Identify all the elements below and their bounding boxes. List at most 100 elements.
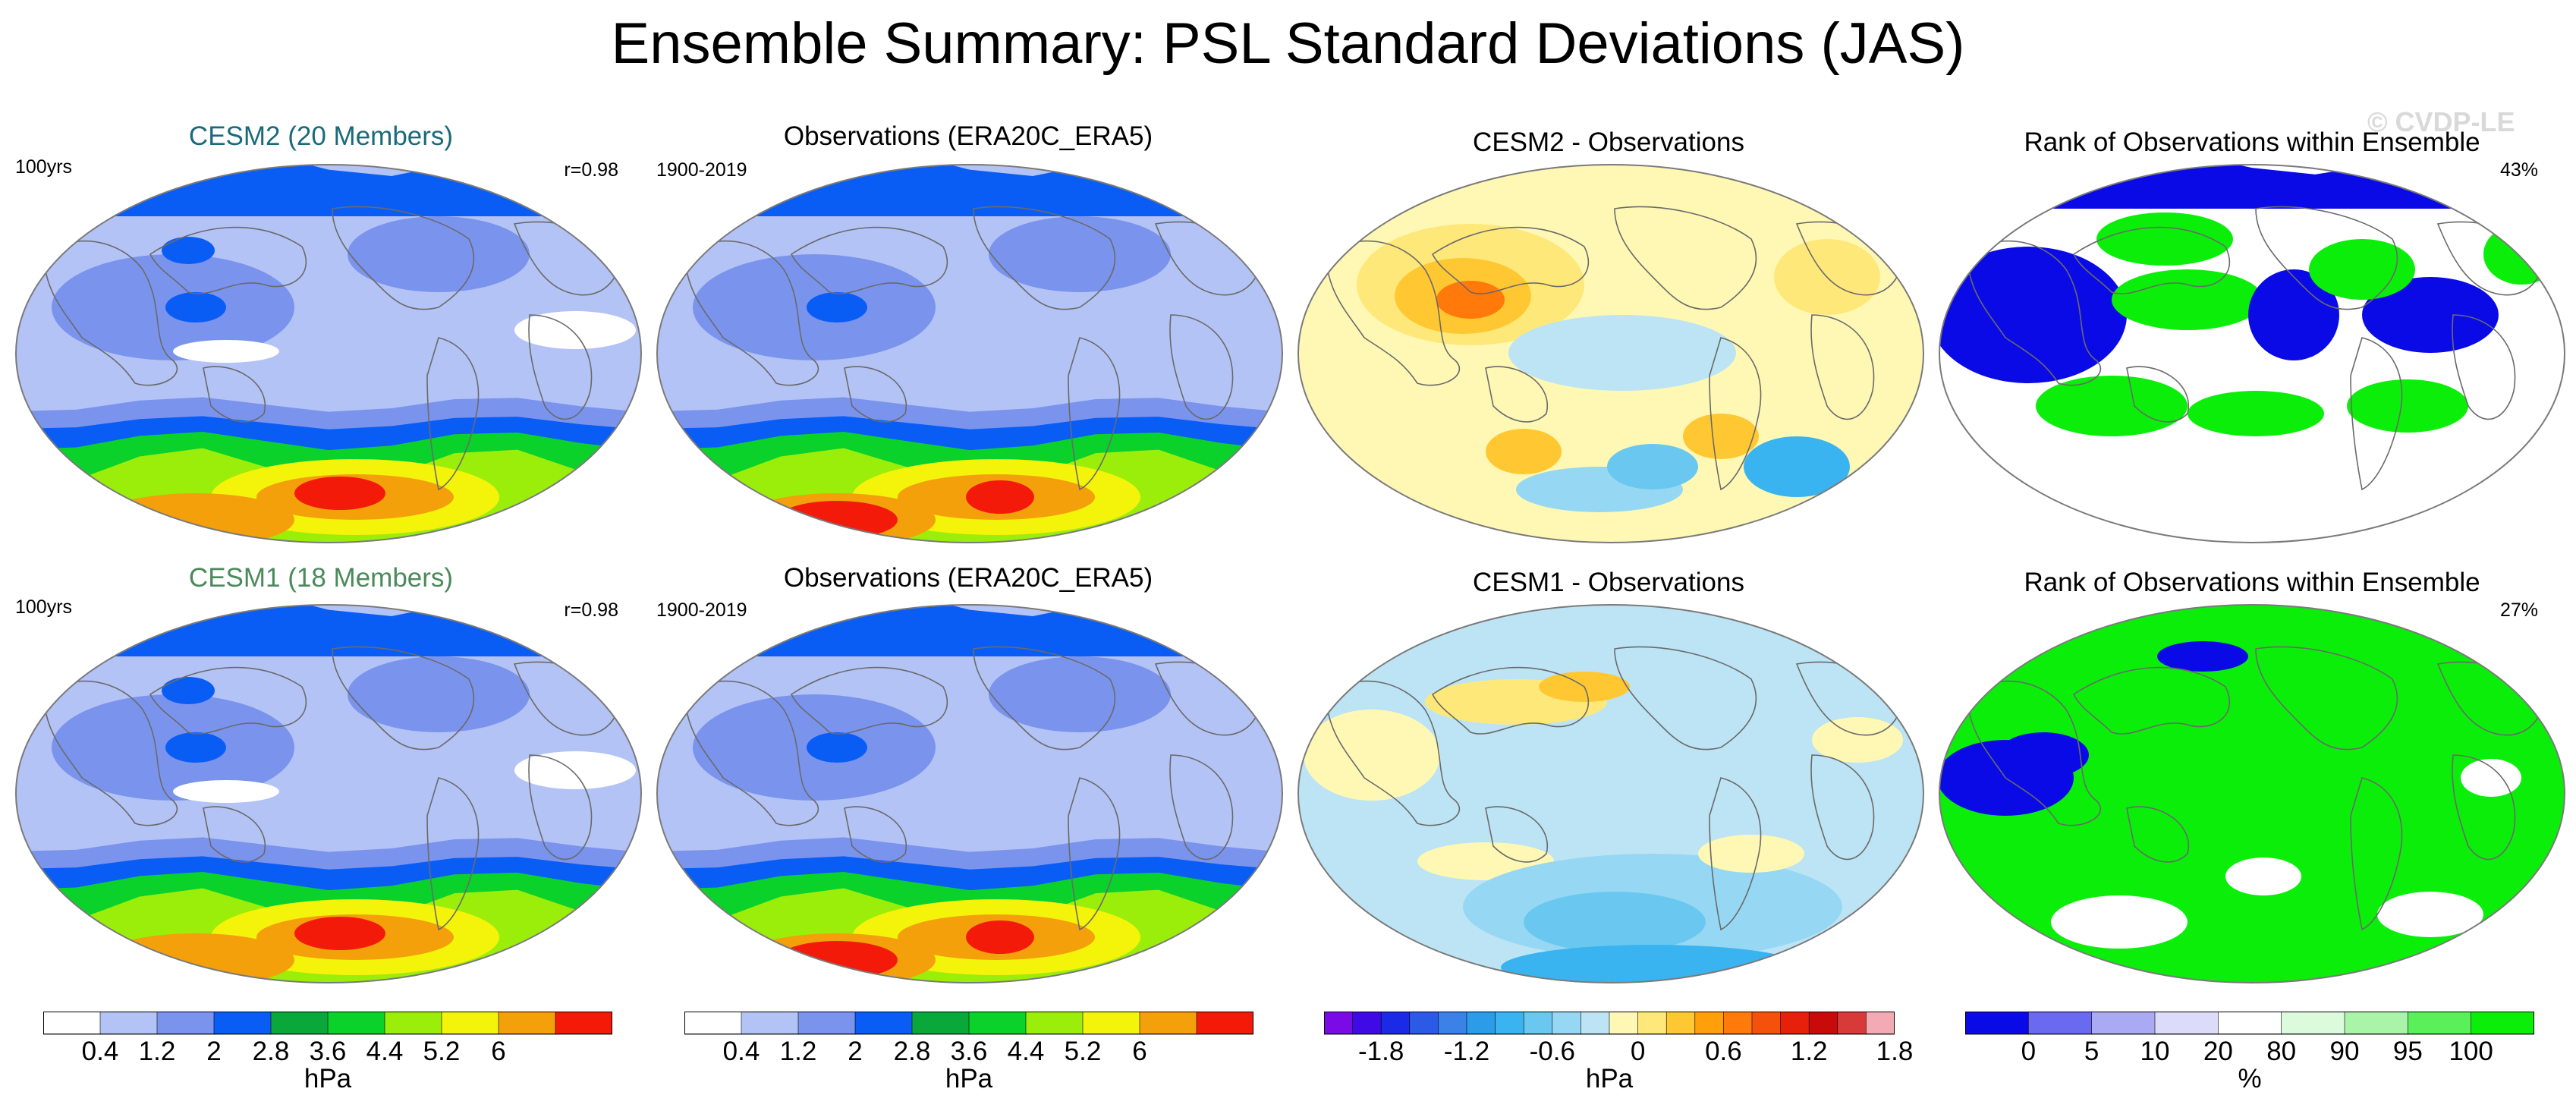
colorbar-swatch [1025,1012,1084,1035]
colorbar-swatch [911,1012,970,1035]
aleutian-max [807,292,867,323]
colorbar-swatch [1438,1012,1467,1035]
colorbar-swatch [1837,1012,1867,1035]
colorbar-swatch [498,1012,556,1035]
coastline [1614,206,1757,310]
rank-low-region [2248,269,2339,360]
tropical-min [514,311,636,349]
southern-ocean-max [776,941,898,979]
coastline [790,666,948,735]
map-border [656,604,1283,983]
colorbar-swatch [1523,1012,1553,1035]
colorbar-swatch [1723,1012,1753,1035]
colorbar-swatch [854,1012,913,1035]
colorbar-swatch [1694,1012,1725,1035]
panel-right-annotation: r=0.98 [564,599,618,621]
coastline [2126,366,2190,423]
north-atlantic-region [348,216,530,292]
map-cesm2-minus-obs [1297,164,1924,543]
colorbar-psl [684,1012,1253,1035]
arctic-band [657,605,1282,656]
colorbar-border [1965,1012,2534,1034]
north-atlantic-region [989,216,1171,292]
colorbar-tick-label: 0.6 [1705,1037,1742,1066]
coastline [426,777,480,931]
colorbar-swatch [384,1012,442,1035]
positive-region [1683,414,1759,459]
rank-mid-region [2377,892,2483,937]
coastline [790,226,948,294]
colorbar-tick-label: 4.4 [366,1037,404,1066]
southern-ocean-max [966,480,1034,514]
rank-mid-region [2461,759,2521,797]
coastline [1326,680,1461,826]
coastline [1431,226,1590,294]
north-pacific-max [162,237,215,264]
colorbar-swatch [270,1012,329,1035]
colorbar-swatch [1581,1012,1610,1035]
coastline [528,314,593,420]
rank-high-region [2096,212,2233,266]
colorbar-tick-label: 2.8 [252,1037,290,1066]
negative-region [1508,315,1736,391]
panel-title: CESM2 (20 Members) [188,121,454,151]
rank-high-region [2347,379,2468,433]
negative-region [1607,444,1698,489]
panel-title: CESM1 - Observations [1473,568,1744,597]
rank-low-region [2362,277,2499,353]
colorbar-swatch [1082,1012,1140,1035]
colorbar-unit-label: % [2238,1064,2262,1094]
rank-low-region [1998,732,2089,778]
coastline [973,646,1116,751]
panel-title: CESM1 (18 Members) [188,563,454,593]
colorbar-tick-label: 1.2 [779,1037,817,1066]
coastline [203,806,266,863]
southern-ocean-max [294,917,385,950]
rank-mid-region [2225,858,2301,895]
colorbar-tick-label: 3.6 [950,1037,988,1066]
coastline [2255,646,2398,751]
map-border [1297,604,1924,983]
map-cesm2-psl [15,164,642,543]
colorbar-swatch [156,1012,215,1035]
colorbar-swatch [1139,1012,1197,1035]
coastline [1169,314,1234,420]
positive-region [1486,429,1562,474]
colorbar-swatch [2218,1012,2282,1035]
colorbar-swatch [1866,1012,1895,1035]
colorbar-tick-label: 1.8 [1876,1037,1914,1066]
colorbar-swatch [1751,1012,1782,1035]
colorbar-border [43,1012,612,1034]
colorbar-tick-label: 100 [2449,1037,2493,1066]
tropical-min [173,780,279,803]
colorbar-swatch [2091,1012,2156,1035]
coastline [43,240,178,386]
rank-low-region [1939,247,2127,383]
colorbar-tick-label: 4.4 [1007,1037,1045,1066]
coastline [684,240,819,386]
colorbar-tick-label: 0.4 [722,1037,760,1066]
rank-high-region [2036,376,2188,436]
colorbar-psl [43,1012,612,1035]
colorbar-unit-label: hPa [304,1064,352,1094]
colorbar-swatch [684,1012,742,1035]
coastline [1068,337,1121,491]
rank-mid-region [2051,895,2188,949]
colorbar-tick-label: 5.2 [423,1037,461,1066]
colorbar-unit-label: hPa [1585,1064,1634,1094]
colorbar-swatch [1637,1012,1668,1035]
colorbar-swatch [741,1012,799,1035]
colorbar-tick-label: 2 [206,1037,222,1066]
tropical-min [514,751,636,789]
coastline [1810,754,1875,861]
panel-title: Rank of Observations within Ensemble [2024,568,2480,597]
colorbar-rank [1965,1012,2534,1035]
coastline [332,646,475,751]
coastline [1810,314,1875,420]
colorbar-tick-label: 5 [2084,1037,2099,1066]
colorbar-swatch [1808,1012,1838,1035]
coastline [1068,777,1121,931]
negative-region [1524,892,1706,952]
map-border [1297,164,1924,543]
map-rank-cesm2 [1939,164,2565,543]
